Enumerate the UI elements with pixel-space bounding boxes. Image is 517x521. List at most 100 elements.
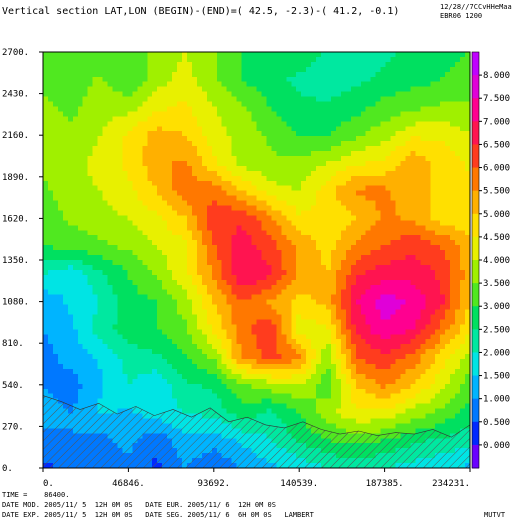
field-cell: [172, 329, 178, 335]
field-cell: [47, 324, 54, 330]
field-cell: [47, 136, 54, 142]
field-cell: [360, 52, 367, 58]
field-cell: [87, 106, 94, 113]
field-cell: [236, 180, 243, 187]
field-cell: [62, 314, 69, 321]
field-cell: [345, 210, 352, 217]
field-cell: [281, 165, 287, 172]
field-cell: [311, 314, 317, 321]
field-cell: [186, 205, 193, 212]
field-cell: [400, 284, 407, 291]
field-cell: [306, 76, 312, 83]
field-cell: [281, 131, 287, 137]
field-cell: [390, 205, 397, 212]
field-cell: [301, 284, 307, 291]
field-cell: [311, 279, 317, 286]
field-cell: [52, 200, 59, 207]
field-cell: [57, 91, 64, 98]
field-cell: [380, 240, 387, 246]
field-cell: [221, 71, 228, 78]
field-cell: [380, 319, 387, 325]
field-cell: [157, 245, 163, 251]
field-cell: [236, 274, 243, 281]
field-cell: [395, 314, 402, 321]
field-cell: [405, 195, 412, 202]
field-cell: [87, 245, 94, 251]
field-cell: [445, 269, 451, 276]
field-cell: [256, 190, 263, 197]
field-cell: [132, 56, 138, 63]
field-cell: [365, 190, 372, 197]
field-cell: [415, 250, 421, 256]
field-cell: [57, 319, 64, 325]
field-cell: [211, 170, 218, 177]
field-cell: [316, 56, 322, 63]
field-cell: [182, 116, 188, 122]
field-cell: [201, 61, 208, 68]
field-cell: [112, 329, 119, 335]
field-cell: [157, 86, 163, 93]
field-cell: [122, 200, 129, 207]
field-cell: [43, 76, 49, 83]
field-cell: [321, 146, 327, 152]
field-cell: [445, 180, 451, 187]
field-cell: [172, 111, 178, 117]
field-cell: [465, 106, 470, 113]
field-cell: [355, 274, 362, 281]
field-cell: [335, 235, 342, 241]
field-cell: [420, 160, 426, 167]
field-cell: [301, 299, 307, 306]
field-cell: [261, 81, 268, 88]
field-cell: [172, 220, 178, 226]
field-cell: [415, 121, 421, 127]
field-cell: [286, 106, 292, 113]
field-cell: [152, 299, 158, 306]
field-cell: [152, 210, 158, 217]
field-cell: [236, 299, 243, 306]
field-cell: [345, 101, 352, 108]
field-cell: [67, 284, 74, 291]
field-cell: [122, 235, 129, 241]
field-cell: [335, 131, 342, 137]
field-cell: [425, 56, 431, 63]
field-cell: [216, 86, 223, 93]
field-cell: [450, 61, 456, 68]
field-cell: [256, 240, 263, 246]
field-cell: [296, 299, 302, 306]
field-cell: [445, 215, 451, 221]
field-cell: [122, 284, 129, 291]
field-cell: [365, 91, 372, 98]
field-cell: [147, 170, 153, 177]
field-cell: [365, 66, 372, 73]
field-cell: [410, 225, 416, 231]
field-cell: [261, 274, 268, 281]
field-cell: [211, 284, 218, 291]
field-cell: [261, 324, 268, 330]
field-cell: [291, 121, 297, 127]
field-cell: [52, 289, 59, 296]
field-cell: [256, 329, 263, 335]
field-cell: [350, 146, 357, 152]
field-cell: [246, 66, 253, 73]
field-cell: [221, 279, 228, 286]
field-cell: [97, 210, 104, 217]
field-cell: [177, 220, 183, 226]
field-cell: [460, 156, 466, 162]
field-cell: [291, 81, 297, 88]
field-cell: [62, 136, 69, 142]
field-cell: [92, 269, 99, 276]
field-cell: [246, 294, 253, 301]
field-cell: [77, 309, 84, 316]
field-cell: [291, 52, 297, 58]
field-cell: [360, 240, 367, 246]
field-cell: [97, 156, 104, 162]
field-cell: [365, 146, 372, 152]
field-cell: [236, 61, 243, 68]
field-cell: [291, 205, 297, 212]
field-cell: [321, 319, 327, 325]
field-cell: [326, 329, 332, 335]
field-cell: [450, 81, 456, 88]
field-cell: [182, 235, 188, 241]
field-cell: [420, 86, 426, 93]
field-cell: [186, 126, 193, 132]
